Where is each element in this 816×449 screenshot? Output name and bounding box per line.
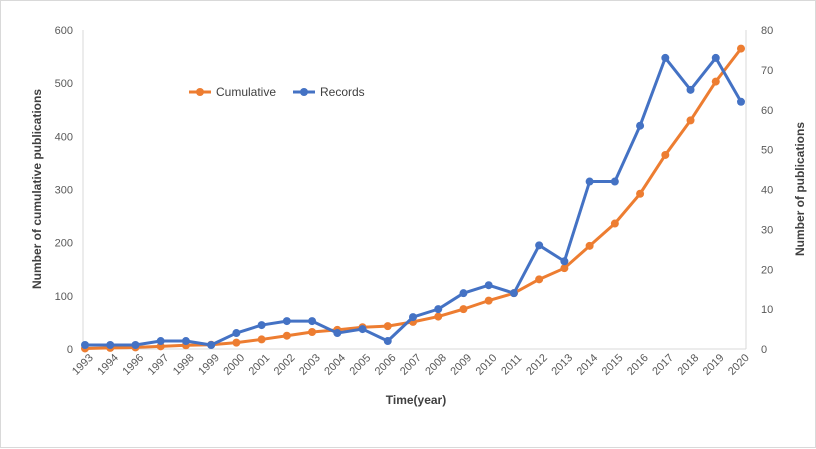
x-tick-label: 2013 <box>549 352 575 378</box>
x-tick-label: 1997 <box>146 352 172 378</box>
records-data-point <box>156 337 165 346</box>
cumulative-data-point <box>737 44 745 53</box>
x-tick-label: 2008 <box>423 352 449 378</box>
cumulative-series-line <box>84 47 743 350</box>
cumulative-data-point <box>383 322 392 331</box>
records-data-point <box>131 341 140 350</box>
records-data-point <box>106 341 115 350</box>
x-axis-title: Time(year) <box>386 393 446 407</box>
cumulative-data-point <box>282 331 291 340</box>
records-data-point <box>711 53 720 62</box>
y2-tick-label: 40 <box>761 185 773 197</box>
x-tick-label: 2011 <box>499 352 524 377</box>
records-data-point <box>459 289 468 298</box>
y-axis-title: Number of cumulative publications <box>30 89 44 289</box>
x-tick-label: 2018 <box>676 352 702 378</box>
records-data-point <box>610 177 619 186</box>
x-tick-label: 2016 <box>625 352 651 378</box>
y-tick-label: 600 <box>55 25 73 37</box>
x-tick-label: 2005 <box>348 352 374 378</box>
cumulative-data-point <box>610 219 619 228</box>
records-data-point <box>434 305 443 314</box>
x-tick-label: 2001 <box>247 352 273 378</box>
y-tick-label: 400 <box>55 131 73 143</box>
records-data-point <box>661 53 670 62</box>
cumulative-data-point <box>535 275 544 284</box>
x-tick-label: 2002 <box>272 352 298 378</box>
legend-cumulative-label: Cumulative <box>216 85 276 99</box>
x-tick-label: 2020 <box>726 352 752 378</box>
x-tick-label: 2004 <box>322 352 348 378</box>
records-data-point <box>207 341 216 350</box>
records-data-point <box>257 321 266 330</box>
x-tick-label: 2010 <box>474 352 500 378</box>
cumulative-data-point <box>484 296 493 305</box>
y2-tick-label: 50 <box>761 145 773 157</box>
records-data-point <box>181 337 190 346</box>
records-data-point <box>636 121 645 130</box>
x-tick-label: 2017 <box>650 352 676 378</box>
records-data-point <box>509 289 518 298</box>
y2-tick-label: 30 <box>761 224 773 236</box>
y-tick-label: 500 <box>55 78 73 90</box>
cumulative-data-point <box>560 264 569 273</box>
x-tick-label: 2014 <box>575 352 601 378</box>
x-tick-label: 2007 <box>398 352 424 378</box>
x-tick-label: 2009 <box>448 352 474 378</box>
records-data-point <box>232 329 241 338</box>
x-tick-label: 2003 <box>297 352 323 378</box>
records-data-point <box>333 329 342 338</box>
cumulative-data-point <box>686 116 695 125</box>
y2-tick-label: 10 <box>761 304 773 316</box>
records-data-point <box>358 325 367 334</box>
records-data-point <box>535 241 544 250</box>
cumulative-data-point <box>585 241 594 250</box>
cumulative-data-point <box>257 335 266 344</box>
x-tick-label: 1999 <box>196 352 222 378</box>
x-tick-label: 2000 <box>221 352 247 378</box>
records-data-point <box>585 177 594 186</box>
legend-cumulative-marker <box>196 88 204 96</box>
y-tick-label: 0 <box>67 344 73 356</box>
y-tick-label: 300 <box>55 185 73 197</box>
records-series-line <box>85 56 743 347</box>
x-tick-label: 1993 <box>70 352 96 378</box>
cumulative-data-point <box>711 77 720 86</box>
x-tick-label: 1996 <box>120 352 146 378</box>
records-data-point <box>560 257 569 266</box>
cumulative-data-point <box>308 327 317 336</box>
x-tick-label: 2012 <box>524 352 550 378</box>
x-tick-label: 1998 <box>171 352 197 378</box>
legend-records-marker <box>300 88 308 96</box>
x-tick-label: 2015 <box>600 352 626 378</box>
y2-tick-label: 0 <box>761 344 767 356</box>
cumulative-data-point <box>661 150 670 159</box>
y2-tick-label: 60 <box>761 105 773 117</box>
y-tick-label: 200 <box>55 238 73 250</box>
legend-records-label: Records <box>320 85 365 99</box>
cumulative-data-point <box>636 189 645 198</box>
records-data-point <box>484 281 493 290</box>
y-tick-label: 100 <box>55 291 73 303</box>
x-tick-label: 1994 <box>95 352 121 378</box>
x-tick-label: 2019 <box>701 352 727 378</box>
records-data-point <box>409 313 417 322</box>
records-data-point <box>308 317 317 326</box>
records-data-point <box>737 97 745 106</box>
cumulative-data-point <box>434 312 443 321</box>
records-data-point <box>282 317 291 326</box>
y2-tick-label: 20 <box>761 264 773 276</box>
cumulative-data-point <box>232 338 241 347</box>
x-tick-label: 2006 <box>373 352 399 378</box>
records-data-point <box>383 337 392 346</box>
y2-tick-label: 80 <box>761 25 773 37</box>
records-data-point <box>81 341 89 350</box>
y2-axis-title: Number of publications <box>793 122 807 256</box>
records-data-point <box>686 85 695 94</box>
cumulative-data-point <box>459 305 468 314</box>
y2-tick-label: 70 <box>761 65 773 77</box>
